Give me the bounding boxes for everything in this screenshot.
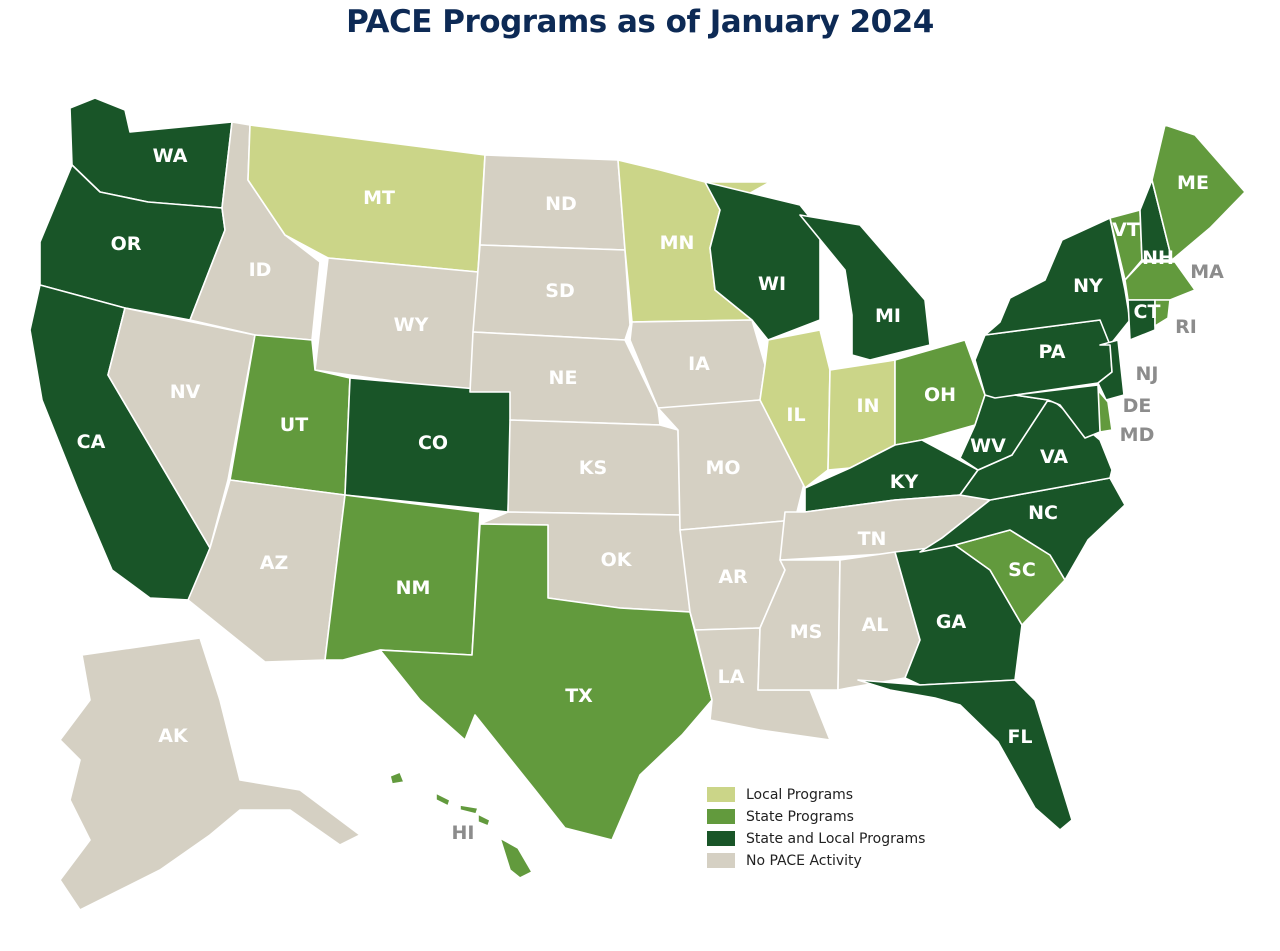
state-label-al: AL (862, 614, 889, 636)
state-label-ne: NE (549, 367, 578, 389)
state-label-tn: TN (858, 528, 887, 550)
state-label-mt: MT (363, 187, 395, 209)
state-label-de: DE (1123, 395, 1152, 417)
state-label-va: VA (1040, 446, 1068, 468)
state-label-nc: NC (1028, 502, 1058, 524)
state-label-ut: UT (280, 414, 308, 436)
state-label-mn: MN (660, 232, 695, 254)
state-label-mi: MI (875, 305, 901, 327)
state-label-nj: NJ (1136, 363, 1159, 385)
state-label-wi: WI (758, 273, 786, 295)
state-il (759, 329, 831, 489)
legend: Local Programs State Programs State and Lo… (707, 787, 925, 869)
state-label-me: ME (1177, 172, 1209, 194)
state-ak (59, 637, 361, 911)
state-label-ar: AR (718, 566, 748, 588)
state-md (1014, 384, 1101, 439)
legend-swatch-local (707, 787, 735, 802)
legend-label-none: No PACE Activity (746, 853, 862, 869)
state-label-fl: FL (1007, 726, 1032, 748)
state-label-oh: OH (924, 384, 956, 406)
state-label-sd: SD (545, 280, 574, 302)
map-title: PACE Programs as of January 2024 (346, 4, 934, 40)
legend-swatch-none (707, 853, 735, 868)
state-label-sc: SC (1008, 559, 1036, 581)
state-label-ga: GA (936, 611, 967, 633)
legend-label-state-local: State and Local Programs (746, 831, 925, 847)
state-label-nd: ND (545, 193, 577, 215)
state-label-ri: RI (1175, 316, 1197, 338)
state-label-ma: MA (1190, 261, 1224, 283)
state-tx (379, 523, 713, 841)
state-label-tx: TX (565, 685, 593, 707)
state-label-in: IN (857, 395, 880, 417)
state-me (1151, 124, 1246, 261)
state-label-ct: CT (1134, 301, 1161, 323)
state-label-ca: CA (77, 431, 106, 453)
state-nj (1097, 339, 1125, 401)
state-label-nh: NH (1142, 247, 1174, 269)
state-label-id: ID (249, 259, 272, 281)
state-ct (1127, 299, 1156, 341)
state-ri (1154, 299, 1171, 327)
state-fl (857, 679, 1073, 831)
state-label-wa: WA (153, 145, 188, 167)
state-label-az: AZ (260, 552, 288, 574)
state-sd (472, 244, 631, 341)
state-label-or: OR (111, 233, 142, 255)
state-label-la: LA (718, 666, 745, 688)
state-label-nm: NM (396, 577, 431, 599)
legend-label-state: State Programs (746, 809, 854, 825)
state-ny (984, 217, 1131, 346)
state-label-pa: PA (1039, 341, 1066, 363)
state-hi (389, 771, 533, 879)
state-label-wy: WY (394, 314, 429, 336)
state-label-ia: IA (688, 353, 710, 375)
legend-label-local: Local Programs (746, 787, 853, 803)
state-label-ks: KS (579, 457, 607, 479)
state-label-ky: KY (890, 471, 919, 493)
state-label-wv: WV (970, 435, 1006, 457)
legend-swatch-state (707, 809, 735, 824)
legend-swatch-state-local (707, 831, 735, 846)
state-label-co: CO (418, 432, 448, 454)
state-label-md: MD (1120, 424, 1155, 446)
state-label-hi: HI (452, 822, 475, 844)
state-mi (799, 214, 931, 361)
state-label-ny: NY (1073, 275, 1103, 297)
state-label-vt: VT (1112, 219, 1140, 241)
state-label-nv: NV (170, 381, 201, 403)
state-label-mo: MO (705, 457, 740, 479)
state-label-ms: MS (790, 621, 823, 643)
state-nc (919, 477, 1126, 581)
state-label-ak: AK (158, 725, 189, 747)
state-label-ok: OK (601, 549, 633, 571)
state-label-il: IL (786, 404, 805, 426)
